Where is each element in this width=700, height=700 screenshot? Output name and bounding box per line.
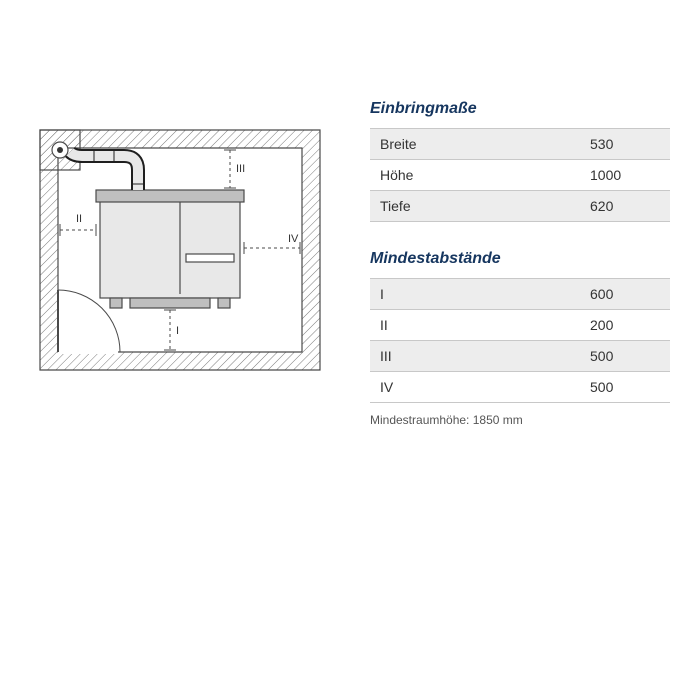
dimensions-heading: Einbringmaße	[370, 100, 670, 118]
svg-text:II: II	[76, 213, 82, 225]
clr-label: II	[370, 310, 580, 341]
clr-value: 600	[580, 279, 670, 310]
dimensions-table: Breite530 Höhe1000 Tiefe620	[370, 128, 670, 222]
dim-value: 620	[580, 191, 670, 222]
clearances-heading: Mindestabstände	[370, 250, 670, 268]
clr-label: III	[370, 341, 580, 372]
dim-value: 1000	[580, 160, 670, 191]
table-row: III500	[370, 341, 670, 372]
svg-text:III: III	[236, 163, 245, 175]
table-row: Höhe1000	[370, 160, 670, 191]
clearances-footnote: Mindestraumhöhe: 1850 mm	[370, 413, 670, 427]
table-row: Breite530	[370, 129, 670, 160]
svg-text:IV: IV	[288, 233, 299, 245]
table-row: II200	[370, 310, 670, 341]
clr-label: I	[370, 279, 580, 310]
clr-value: 200	[580, 310, 670, 341]
svg-text:I: I	[176, 325, 179, 337]
clr-label: IV	[370, 372, 580, 403]
table-row: IV500	[370, 372, 670, 403]
table-row: I600	[370, 279, 670, 310]
clearances-table: I600 II200 III500 IV500	[370, 278, 670, 403]
table-row: Tiefe620	[370, 191, 670, 222]
dim-value: 530	[580, 129, 670, 160]
dim-label: Breite	[370, 129, 580, 160]
dim-label: Höhe	[370, 160, 580, 191]
clr-value: 500	[580, 341, 670, 372]
spec-tables: Einbringmaße Breite530 Höhe1000 Tiefe620…	[370, 90, 670, 427]
clr-value: 500	[580, 372, 670, 403]
dim-label: Tiefe	[370, 191, 580, 222]
installation-diagram: I II III IV	[30, 90, 330, 427]
